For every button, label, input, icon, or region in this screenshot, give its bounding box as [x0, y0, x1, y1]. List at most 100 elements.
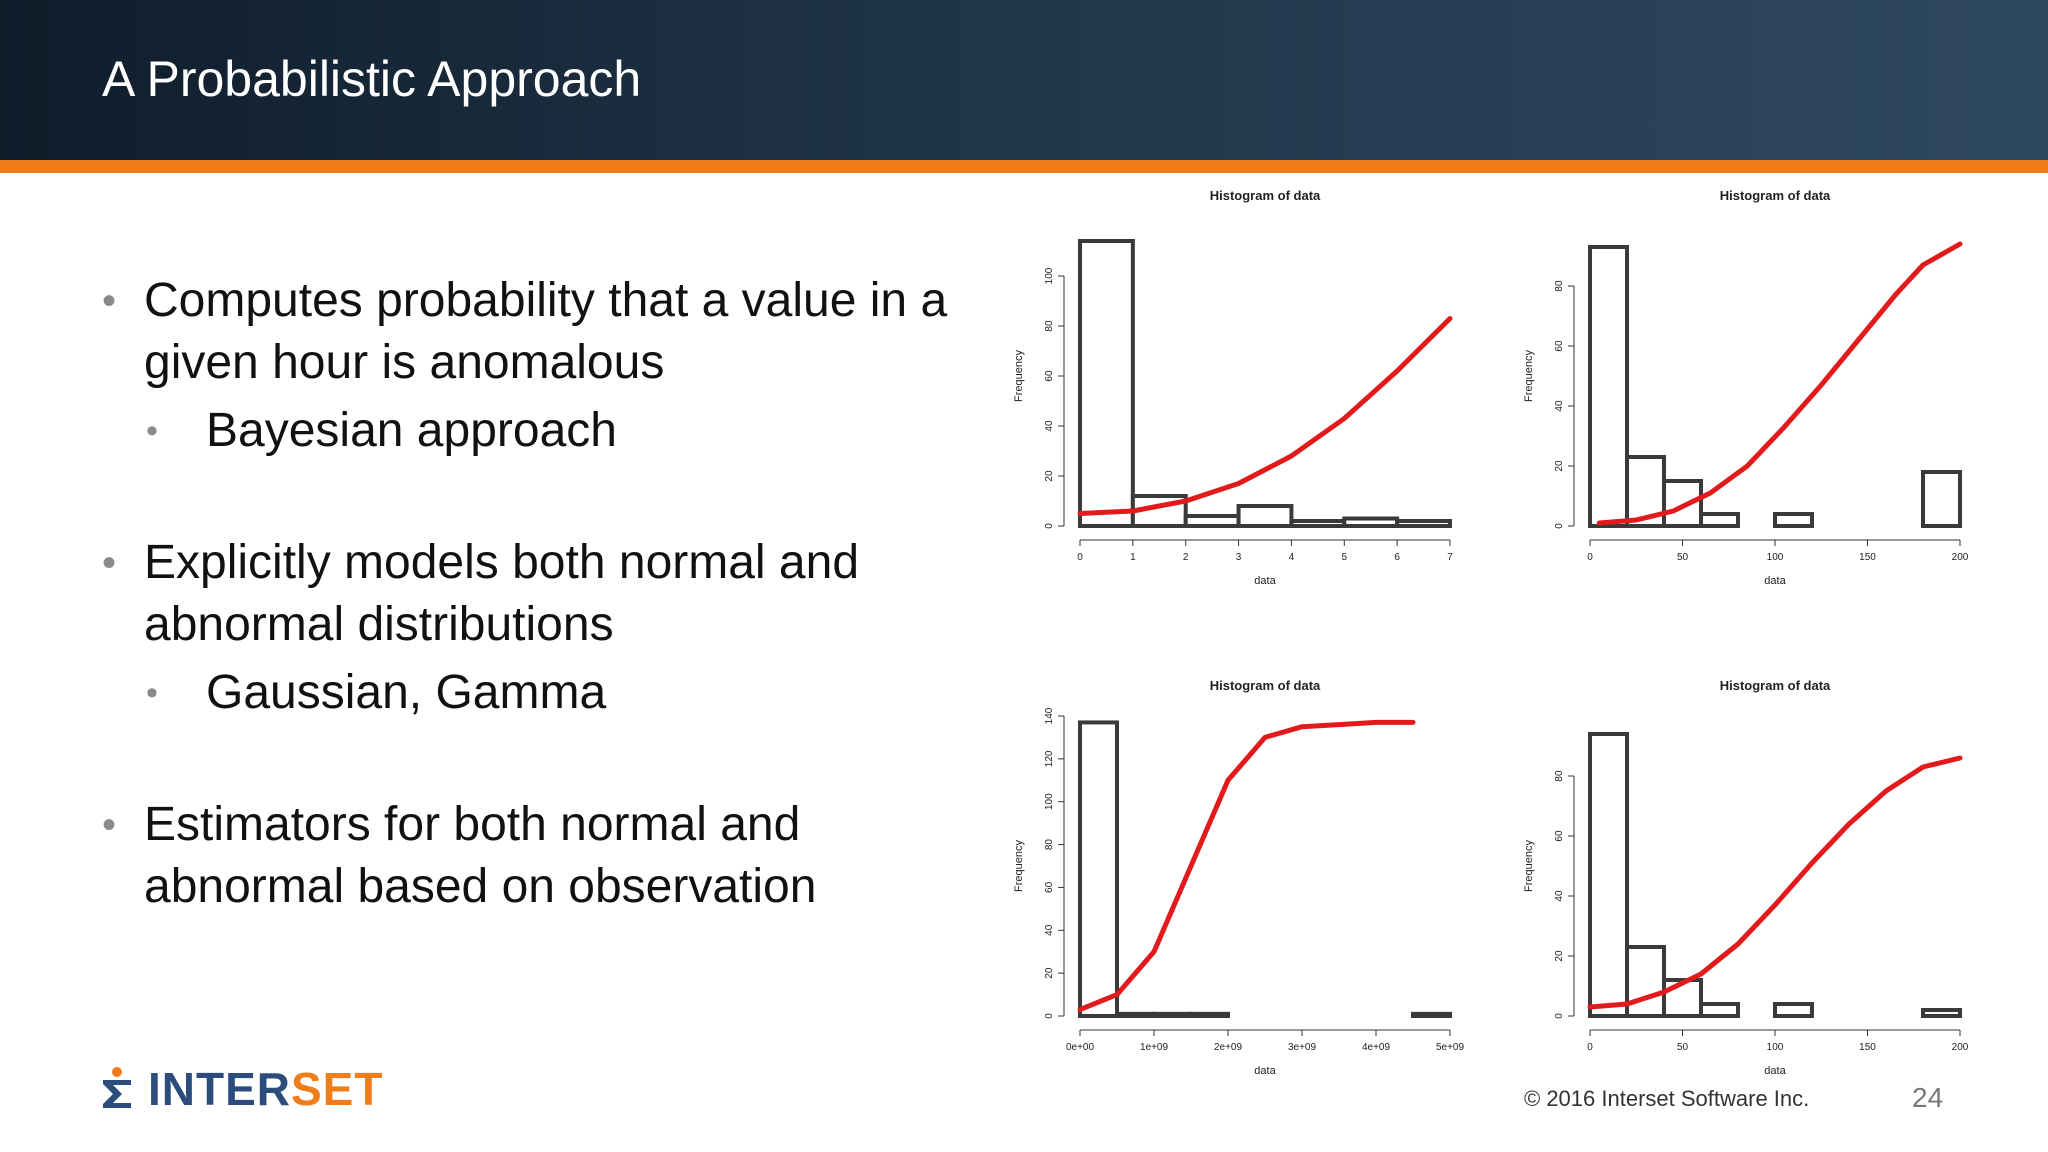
- x-tick-label: 100: [1767, 1042, 1784, 1053]
- bullet-item: • Estimators for both normal and abnorma…: [100, 794, 980, 918]
- histogram-bar: [1662, 978, 1703, 1018]
- x-tick-label: 100: [1767, 552, 1784, 563]
- histogram-chart: Histogram of data 0 50 100 150 200 data 0 20 40 60…: [1523, 678, 1969, 1077]
- bullet-item: • Computes probability that a value in a…: [100, 270, 980, 394]
- page-number: 24: [1912, 1082, 1944, 1113]
- bullet-dot-icon: •: [146, 674, 158, 712]
- x-tick-label: 4e+09: [1362, 1042, 1391, 1053]
- sub-bullet-item: • Gaussian, Gamma: [100, 662, 980, 724]
- x-tick-label: 6: [1394, 552, 1400, 563]
- y-tick-label: 0: [1554, 1013, 1565, 1019]
- histogram-bar: [1152, 1011, 1193, 1019]
- y-tick-label: 20: [1554, 950, 1565, 962]
- x-tick-label: 1e+09: [1140, 1042, 1169, 1053]
- x-tick-label: 0e+00: [1066, 1042, 1095, 1053]
- histogram-bar: [1625, 945, 1666, 1018]
- bullet-item: • Explicitly models both normal and abno…: [100, 532, 980, 656]
- y-tick-label: 0: [1044, 523, 1055, 529]
- x-tick-label: 2e+09: [1214, 1042, 1243, 1053]
- x-tick-label: 3: [1236, 552, 1242, 563]
- y-axis-label: Frequency: [1523, 350, 1535, 402]
- sigma-icon: [103, 1067, 131, 1108]
- histogram-bar: [1588, 732, 1629, 1018]
- x-axis-label: data: [1764, 575, 1786, 587]
- chart-title: Histogram of data: [1720, 188, 1831, 203]
- y-tick-label: 20: [1044, 967, 1055, 979]
- bullet-dot-icon: •: [102, 279, 117, 323]
- title-underline: [0, 160, 2048, 173]
- x-axis-label: data: [1764, 1065, 1786, 1077]
- x-axis-label: data: [1254, 575, 1276, 587]
- chart-title: Histogram of data: [1210, 188, 1321, 203]
- y-tick-label: 80: [1554, 770, 1565, 782]
- y-axis-label: Frequency: [1523, 840, 1535, 892]
- histogram-bar: [1921, 1008, 1962, 1018]
- bullet-dot-icon: •: [102, 803, 117, 847]
- histogram-bar: [1189, 1011, 1230, 1019]
- histogram-bar: [1183, 514, 1241, 528]
- x-tick-label: 50: [1677, 1042, 1689, 1053]
- histogram-bar: [1699, 1002, 1740, 1018]
- fitted-curve: [1596, 241, 1963, 526]
- sub-bullet-item: • Bayesian approach: [100, 400, 980, 462]
- y-tick-label: 80: [1044, 839, 1055, 851]
- histogram-bar: [1236, 504, 1294, 528]
- title-bar: [0, 0, 2048, 160]
- histogram-bar: [1588, 245, 1629, 528]
- x-tick-label: 3e+09: [1288, 1042, 1317, 1053]
- x-tick-label: 50: [1677, 552, 1689, 563]
- x-tick-label: 0: [1587, 1042, 1593, 1053]
- logo-wordmark: INTERSET: [148, 1062, 383, 1116]
- slide-title: A Probabilistic Approach: [102, 51, 642, 107]
- y-tick-label: 100: [1044, 267, 1055, 284]
- x-tick-label: 0: [1077, 552, 1083, 563]
- histogram-bar: [1115, 1011, 1156, 1019]
- y-tick-label: 140: [1044, 707, 1055, 724]
- histogram-grid: Histogram of data 0 1 2 3 4 5 6 7 data 0 20 40 60 80 10…: [1000, 176, 1980, 1100]
- fitted-curve: [1077, 316, 1453, 516]
- y-tick-label: 0: [1044, 1013, 1055, 1019]
- y-tick-label: 60: [1554, 340, 1565, 352]
- x-tick-label: 1: [1130, 552, 1136, 563]
- y-tick-label: 60: [1044, 370, 1055, 382]
- bullet-text: Estimators for both normal and abnormal …: [144, 798, 817, 913]
- y-tick-label: 0: [1554, 523, 1565, 529]
- y-tick-label: 20: [1044, 470, 1055, 482]
- x-tick-label: 200: [1952, 1042, 1969, 1053]
- histogram-chart: Histogram of data 0e+00 1e+09 2e+09 3e+09 4e+…: [1013, 678, 1465, 1077]
- sub-bullet-text: Bayesian approach: [206, 404, 617, 457]
- bullet-list: • Computes probability that a value in a…: [100, 270, 980, 988]
- y-axis-label: Frequency: [1013, 840, 1025, 892]
- sub-bullet-text: Gaussian, Gamma: [206, 666, 607, 719]
- x-tick-label: 150: [1859, 552, 1876, 563]
- x-axis-label: data: [1254, 1065, 1276, 1077]
- histogram-bar: [1078, 720, 1119, 1019]
- interset-logo: INTERSET: [100, 1062, 383, 1116]
- histogram-bar: [1078, 239, 1135, 528]
- chart-title: Histogram of data: [1210, 678, 1321, 693]
- histogram-chart: Histogram of data 0 1 2 3 4 5 6 7 data 0 20 40 60 80 10…: [1013, 188, 1453, 587]
- y-tick-label: 40: [1044, 924, 1055, 936]
- bullet-group: • Estimators for both normal and abnorma…: [100, 794, 980, 918]
- histogram-bar: [1699, 512, 1740, 528]
- bullet-text: Explicitly models both normal and abnorm…: [144, 536, 860, 651]
- x-tick-label: 7: [1447, 552, 1453, 563]
- y-axis-label: Frequency: [1013, 350, 1025, 402]
- x-tick-label: 200: [1952, 552, 1969, 563]
- copyright-notice: © 2016 Interset Software Inc.: [1524, 1086, 1810, 1111]
- histogram-bar: [1662, 479, 1703, 528]
- x-tick-label: 5e+09: [1436, 1042, 1465, 1053]
- y-tick-label: 40: [1554, 400, 1565, 412]
- histogram-bar: [1395, 519, 1452, 528]
- logo-text-accent: SET: [291, 1063, 384, 1115]
- chart-title: Histogram of data: [1720, 678, 1831, 693]
- x-tick-label: 2: [1183, 552, 1189, 563]
- y-tick-label: 60: [1554, 830, 1565, 842]
- y-tick-label: 40: [1554, 890, 1565, 902]
- y-tick-label: 60: [1044, 881, 1055, 893]
- y-tick-label: 80: [1044, 320, 1055, 332]
- fitted-curve: [1587, 755, 1963, 1010]
- y-tick-label: 120: [1044, 750, 1055, 767]
- y-tick-label: 100: [1044, 793, 1055, 810]
- y-tick-label: 20: [1554, 460, 1565, 472]
